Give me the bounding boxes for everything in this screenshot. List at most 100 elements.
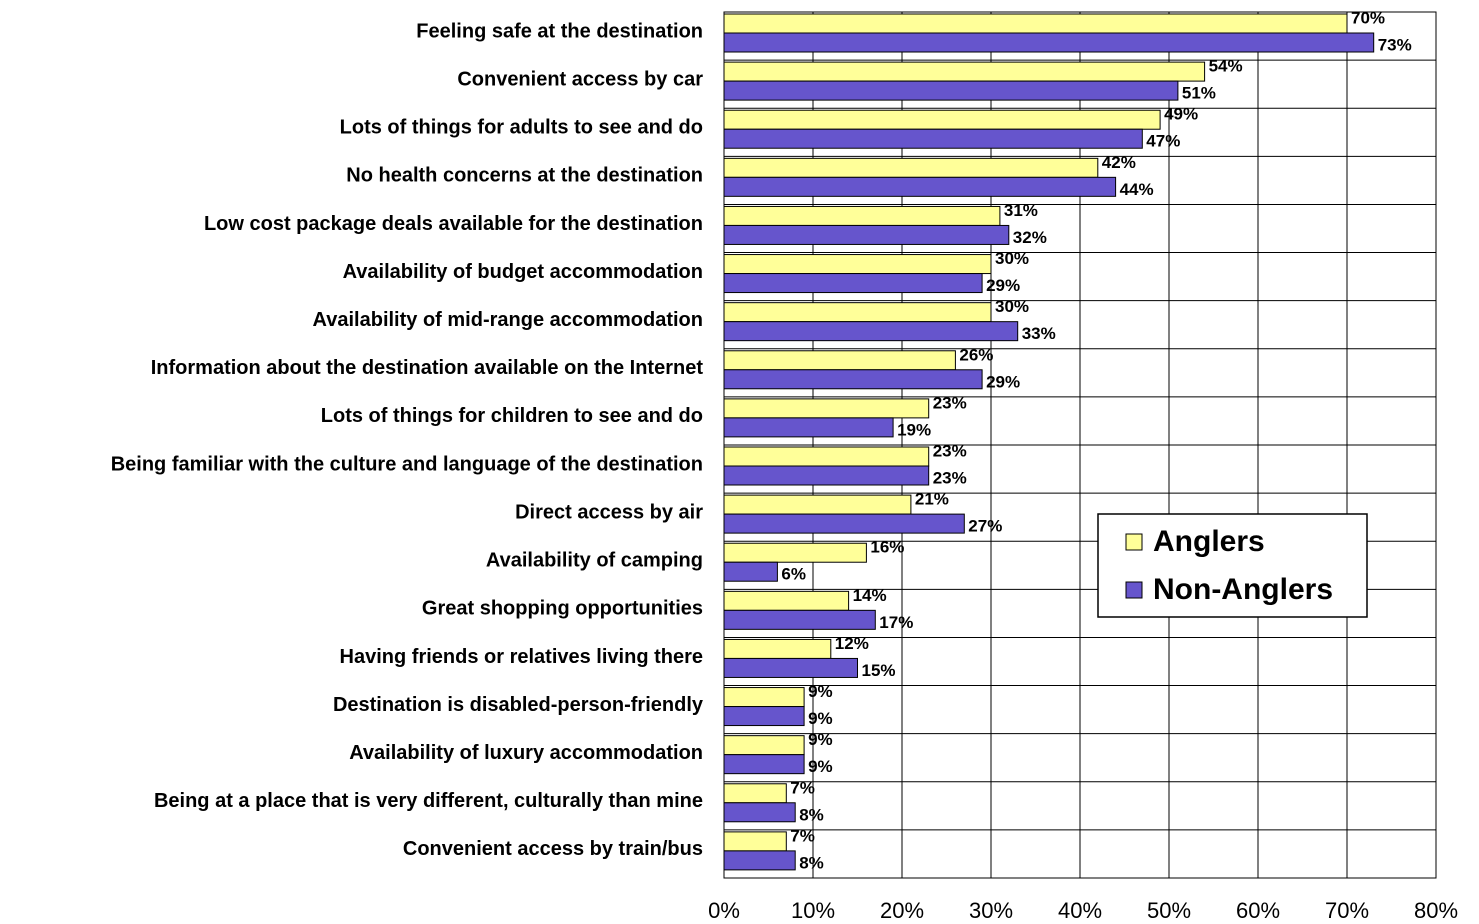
category-label: Destination is disabled-person-friendly <box>333 694 704 716</box>
value-label: 31% <box>1004 201 1038 220</box>
category-label: Being at a place that is very different,… <box>154 790 703 812</box>
value-label: 7% <box>790 778 815 797</box>
category-label: Having friends or relatives living there <box>340 646 703 668</box>
bar <box>723 735 805 756</box>
bar <box>723 254 992 275</box>
legend-swatch <box>1125 581 1143 599</box>
x-tick-label: 50% <box>1147 898 1191 923</box>
bar <box>723 205 1001 226</box>
value-label: 70% <box>1351 8 1385 27</box>
value-label: 23% <box>933 468 967 487</box>
value-label: 29% <box>986 276 1020 295</box>
x-tick-label: 70% <box>1325 898 1369 923</box>
bar <box>723 109 1161 130</box>
legend-swatch <box>1125 533 1143 551</box>
value-label: 9% <box>808 682 833 701</box>
category-label: Feeling safe at the destination <box>416 20 703 42</box>
bar <box>723 273 983 294</box>
value-label: 9% <box>808 757 833 776</box>
bar <box>723 638 832 659</box>
x-tick-label: 80% <box>1414 898 1458 923</box>
category-label: Great shopping opportunities <box>422 598 703 620</box>
value-label: 47% <box>1146 132 1180 151</box>
bar <box>723 446 930 467</box>
value-label: 42% <box>1102 153 1136 172</box>
category-label: Availability of mid-range accommodation <box>313 309 703 331</box>
value-label: 26% <box>959 345 993 364</box>
value-label: 19% <box>897 420 931 439</box>
bar <box>723 754 805 775</box>
category-label: Lots of things for adults to see and do <box>340 117 703 139</box>
bar <box>723 128 1143 149</box>
bar <box>723 157 1099 178</box>
value-label: 17% <box>879 613 913 632</box>
bar <box>723 657 858 678</box>
value-label: 51% <box>1182 84 1216 103</box>
category-label: Low cost package deals available for the… <box>204 213 703 235</box>
bar <box>723 32 1375 53</box>
value-label: 9% <box>808 709 833 728</box>
value-label: 32% <box>1013 228 1047 247</box>
category-label: Information about the destination availa… <box>151 357 704 379</box>
value-label: 30% <box>995 249 1029 268</box>
value-label: 33% <box>1022 324 1056 343</box>
value-label: 8% <box>799 853 824 872</box>
value-label: 16% <box>870 538 904 557</box>
value-label: 30% <box>995 297 1029 316</box>
category-label: Availability of luxury accommodation <box>349 742 703 764</box>
category-label: Direct access by air <box>515 501 703 523</box>
x-tick-label: 0% <box>708 898 740 923</box>
value-label: 23% <box>933 441 967 460</box>
bar <box>723 831 787 852</box>
value-label: 27% <box>968 517 1002 536</box>
bar <box>723 783 787 804</box>
bar <box>723 513 965 534</box>
legend-label: Anglers <box>1153 525 1265 558</box>
legend-box <box>1097 513 1368 618</box>
value-label: 14% <box>853 586 887 605</box>
bar <box>723 350 956 371</box>
x-tick-label: 10% <box>791 898 835 923</box>
value-label: 6% <box>781 565 806 584</box>
bar <box>723 850 796 871</box>
value-label: 49% <box>1164 105 1198 124</box>
bar <box>723 561 778 582</box>
x-tick-label: 20% <box>880 898 924 923</box>
value-label: 21% <box>915 490 949 509</box>
x-tick-label: 30% <box>969 898 1013 923</box>
bar <box>723 398 930 419</box>
value-label: 12% <box>835 634 869 653</box>
bar <box>723 609 876 630</box>
value-label: 8% <box>799 805 824 824</box>
category-label: Lots of things for children to see and d… <box>321 405 703 427</box>
x-tick-label: 40% <box>1058 898 1102 923</box>
bar <box>723 687 805 708</box>
bar <box>723 802 796 823</box>
legend-label: Non-Anglers <box>1153 573 1333 606</box>
bar <box>723 13 1348 34</box>
bar <box>723 590 850 611</box>
value-label: 9% <box>808 730 833 749</box>
x-tick-label: 60% <box>1236 898 1280 923</box>
value-label: 29% <box>986 372 1020 391</box>
value-label: 44% <box>1120 180 1154 199</box>
bar <box>723 494 912 515</box>
bar <box>723 369 983 390</box>
bar <box>723 321 1019 342</box>
category-label: No health concerns at the destination <box>346 165 703 187</box>
category-label: Availability of budget accommodation <box>343 261 703 283</box>
value-label: 23% <box>933 393 967 412</box>
bar <box>723 706 805 727</box>
bar <box>723 417 894 438</box>
bar <box>723 302 992 323</box>
value-label: 54% <box>1209 57 1243 76</box>
value-label: 15% <box>862 661 896 680</box>
bar <box>723 465 930 486</box>
bar <box>723 224 1010 245</box>
category-label: Convenient access by train/bus <box>403 838 703 860</box>
category-label: Convenient access by car <box>457 68 703 90</box>
value-label: 7% <box>790 826 815 845</box>
bar <box>723 80 1179 101</box>
value-label: 73% <box>1378 35 1412 54</box>
